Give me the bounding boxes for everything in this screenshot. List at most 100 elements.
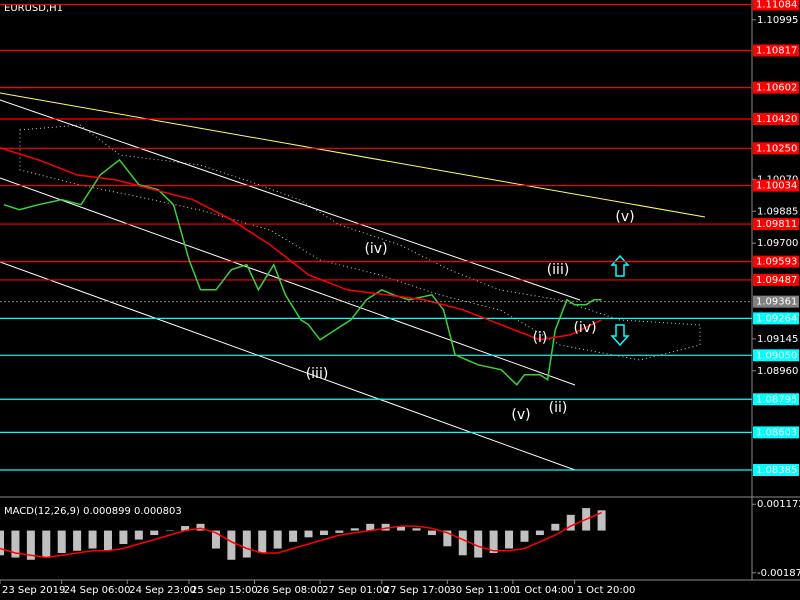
wave-label: (iii) [547, 262, 570, 278]
macd-bar [103, 530, 112, 551]
y-tick-label: 1.09145 [757, 334, 798, 345]
x-tick-label: 27 Sep 01:00 [322, 585, 389, 596]
level-label-box [753, 44, 799, 57]
macd-title: MACD(12,26,9) 0.000899 0.000803 [4, 506, 182, 517]
macd-bar [0, 530, 4, 556]
x-tick-label: 23 Sep 2019 [2, 585, 65, 596]
x-tick-label: 26 Sep 08:00 [257, 585, 324, 596]
level-label: 1.09593 [756, 257, 797, 268]
channel-line [0, 177, 576, 386]
x-tick-label: 27 Sep 17:00 [384, 585, 451, 596]
macd-bar [57, 530, 66, 554]
macd-bar [520, 530, 529, 542]
macd-bar [505, 530, 514, 549]
channel-line [0, 99, 581, 301]
moving-average [0, 147, 602, 341]
last-price-label: 1.09361 [756, 297, 797, 308]
macd-bar [443, 530, 452, 547]
macd-bar [88, 530, 97, 549]
level-label-box [753, 393, 799, 406]
level-label: 1.10817 [756, 46, 797, 57]
macd-bar [11, 530, 20, 558]
macd-bar [535, 530, 544, 536]
macd-bar [551, 523, 560, 531]
macd-bar [319, 530, 328, 536]
x-tick-label: 1 Oct 04:00 [515, 585, 574, 596]
y-tick-label: -0.001878 [757, 568, 800, 579]
x-tick-label: 30 Sep 11:00 [449, 585, 516, 596]
level-label-box [753, 142, 799, 155]
level-label-box [753, 81, 799, 94]
macd-bar [134, 530, 143, 540]
y-tick-label: 1.09700 [757, 238, 798, 249]
up-arrow [610, 254, 630, 277]
macd-bar [165, 530, 174, 532]
level-label: 1.10250 [756, 143, 797, 154]
macd-bar [273, 530, 282, 549]
level-label: 1.08603 [756, 427, 797, 438]
macd-bar [26, 530, 35, 560]
level-label-box [753, 463, 799, 476]
x-tick-label: 24 Sep 06:00 [64, 585, 131, 596]
level-label-box [753, 218, 799, 231]
macd-bar [474, 530, 483, 558]
level-label: 1.10420 [756, 114, 797, 125]
wave-label: (i) [533, 330, 548, 346]
level-label-box [753, 255, 799, 268]
macd-bar [566, 514, 575, 531]
macd-bar [350, 528, 359, 531]
macd-bar [412, 528, 421, 531]
level-label-box [753, 113, 799, 126]
level-label-box [753, 273, 799, 286]
macd-bar [42, 530, 51, 558]
chart-title: EURUSD,H1 [4, 3, 63, 14]
macd-bar [181, 526, 190, 531]
x-tick-label: 1 Oct 20:00 [577, 585, 636, 596]
macd-bar [150, 530, 159, 536]
trend-line [0, 92, 706, 218]
level-label: 1.10602 [756, 83, 797, 94]
last-price-box [753, 295, 799, 308]
level-label: 1.09264 [756, 313, 797, 324]
level-label: 1.09811 [756, 219, 797, 230]
y-tick-label: 0.001172 [757, 499, 800, 510]
macd-bar [211, 530, 220, 549]
price-line [3, 158, 602, 386]
x-tick-label: 24 Sep 23:00 [129, 585, 196, 596]
level-label: 1.09050 [756, 350, 797, 361]
level-label: 1.08385 [756, 465, 797, 476]
macd-bar [227, 530, 236, 560]
wave-label: (v) [615, 209, 634, 225]
macd-bar [73, 530, 82, 551]
macd-bar [258, 530, 267, 554]
level-label: 1.11084 [756, 0, 797, 10]
level-label-box [753, 349, 799, 362]
macd-bar [489, 530, 498, 554]
macd-bar [196, 523, 205, 531]
level-label-box [753, 312, 799, 325]
macd-bar [381, 523, 390, 531]
level-label-box [753, 426, 799, 439]
wave-label: (iv) [364, 241, 387, 257]
wave-label: (v) [511, 407, 530, 423]
macd-bar [119, 530, 128, 545]
y-tick-label: 1.08960 [757, 366, 798, 377]
level-label: 1.08795 [756, 394, 797, 405]
x-tick-label: 25 Sep 15:00 [191, 585, 258, 596]
macd-bar [335, 530, 344, 533]
signal-line [0, 511, 602, 559]
macd-bar [289, 530, 298, 542]
y-tick-label: 1.10995 [757, 15, 798, 26]
macd-bar [304, 530, 313, 538]
down-arrow [610, 324, 630, 347]
macd-bar [366, 523, 375, 531]
level-label-box [753, 0, 799, 11]
y-tick-label: 1.09885 [757, 206, 798, 217]
level-label-box [753, 179, 799, 192]
level-label: 1.09487 [756, 275, 797, 286]
macd-bar [397, 526, 406, 531]
level-label: 1.10034 [756, 181, 797, 192]
